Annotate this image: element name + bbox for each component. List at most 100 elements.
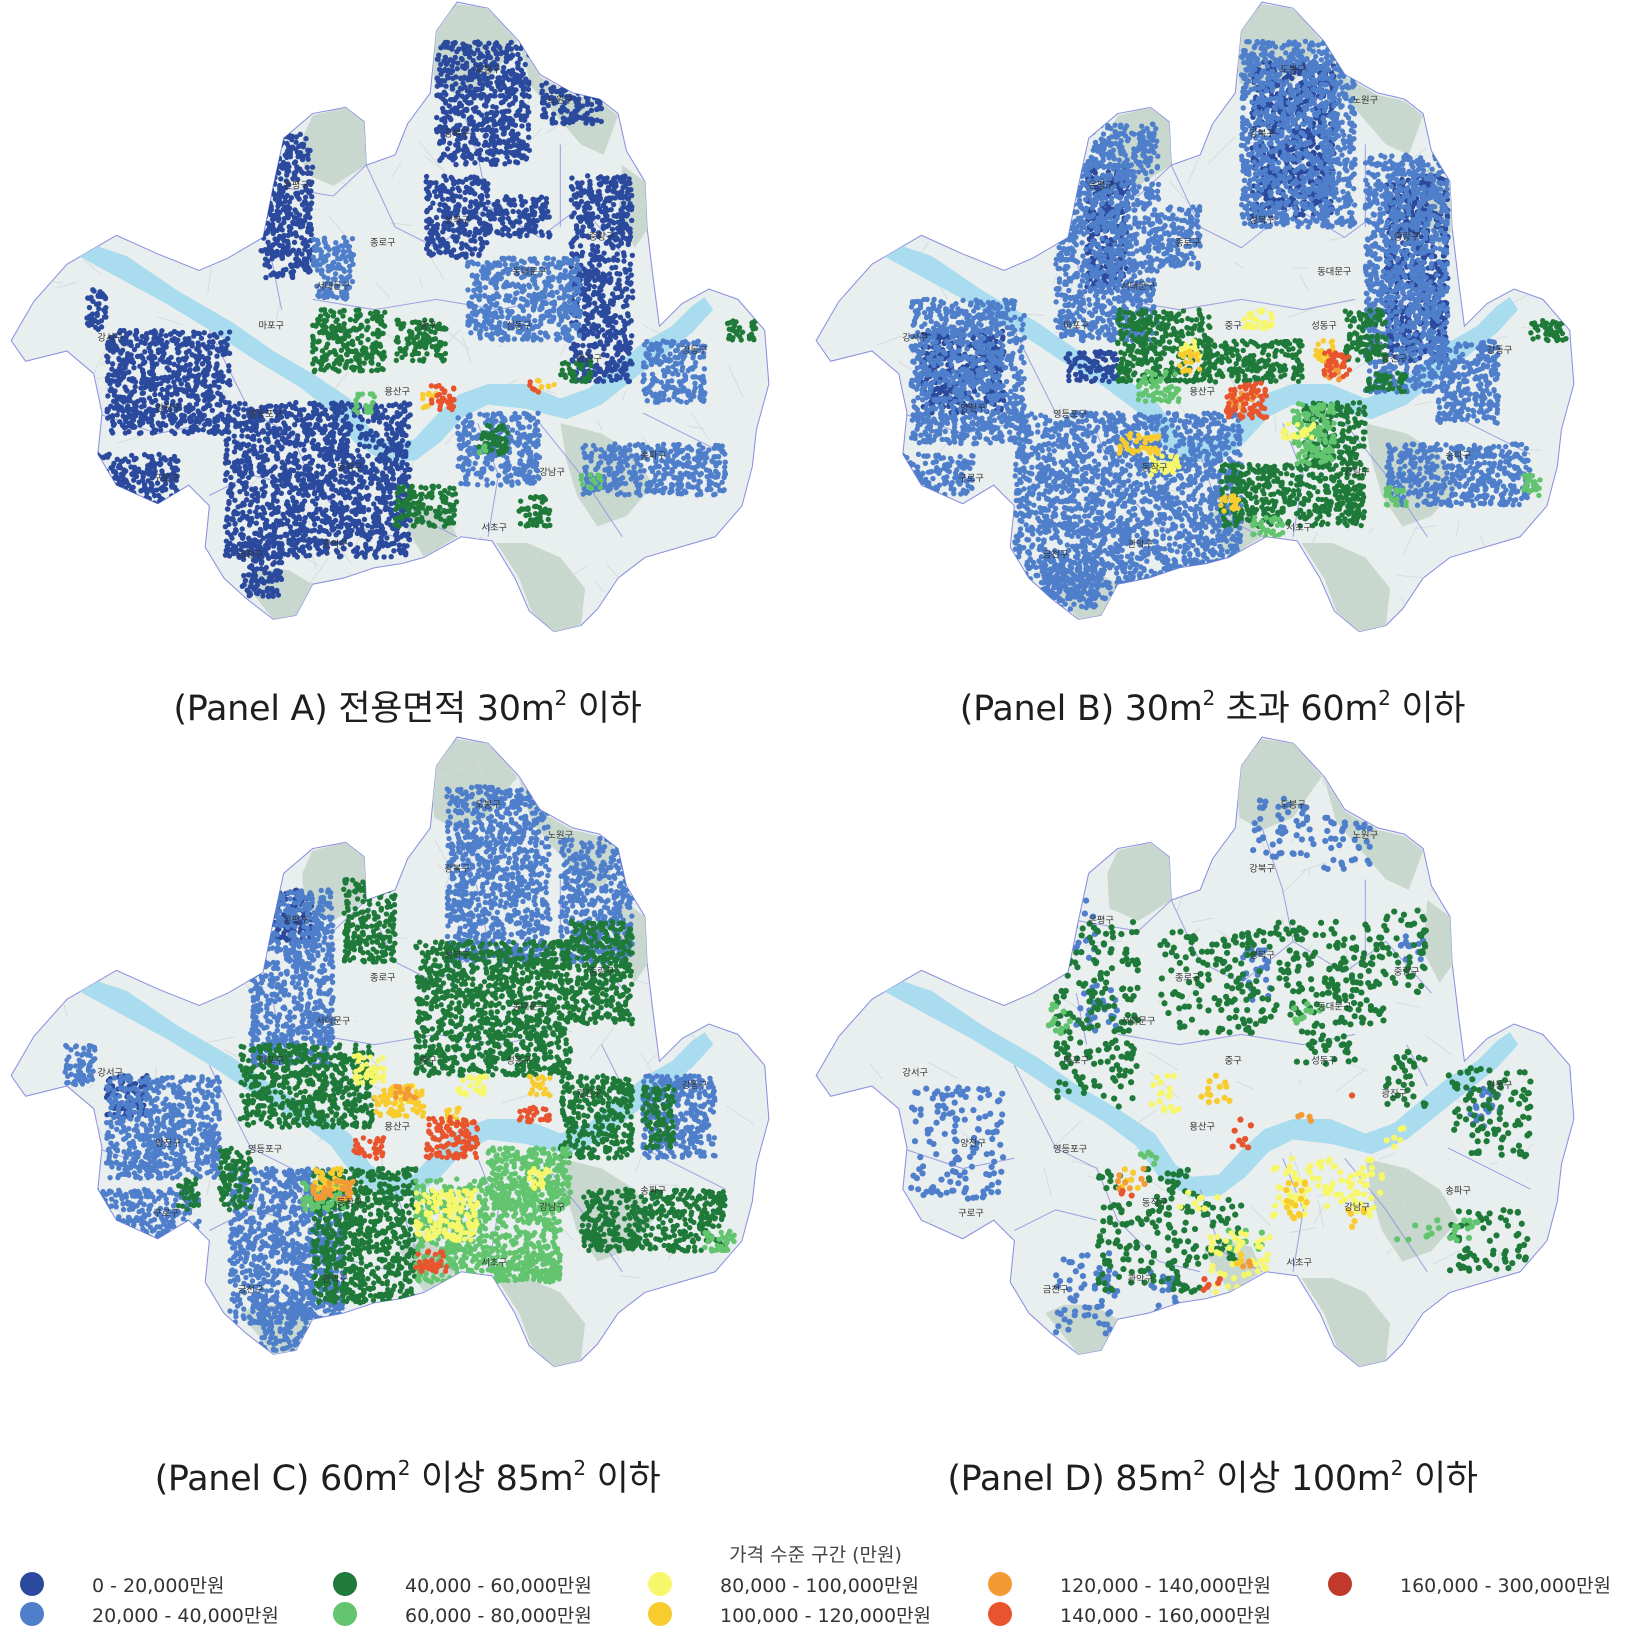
district-label: 성북구 [444,950,470,961]
district-label: 금천구 [1043,1284,1069,1295]
legend-swatch [1328,1572,1352,1596]
transaction-dots [868,795,1534,1337]
legend-label: 40,000 - 60,000만원 [405,1571,592,1598]
legend-swatch [988,1572,1012,1596]
district-label: 서초구 [1286,523,1312,534]
legend-item: 60,000 - 80,000만원 [333,1600,592,1628]
district-label: 노원구 [1353,830,1379,841]
district-label: 서초구 [481,1258,507,1269]
legend-label: 80,000 - 100,000만원 [720,1571,919,1598]
panel-b-map: 도봉구 노원구 강북구 은평구 성북구 종로구 중랑구 동대문구 서대문구 마포구 중구 성동구 광진구… [805,0,1585,640]
legend-item: 20,000 - 40,000만원 [20,1600,279,1628]
district-label: 동대문구 [1317,267,1352,278]
district-label: 광진구 [576,352,602,364]
district-label: 영등포구 [1053,1144,1088,1155]
district-boundary [1013,1065,1098,1170]
district-label: 마포구 [1063,1055,1089,1066]
legend-item: 120,000 - 140,000만원 [988,1570,1271,1598]
district-boundary [312,298,551,311]
district-label: 금천구 [238,1284,264,1295]
district-label: 송파구 [1445,450,1471,461]
legend-title: 가격 수준 구간 (만원) [0,1540,1631,1567]
district-label: 금천구 [238,549,264,560]
district-label: 성동구 [1311,1055,1337,1066]
district-label: 영등포구 [248,409,283,420]
district-label: 중랑구 [1394,965,1420,977]
district-label: 양천구 [155,403,181,414]
district-label: 서대문구 [1121,281,1156,292]
transaction-dots [84,39,759,600]
district-label: 금천구 [1043,549,1069,560]
district-label: 중구 [1225,320,1243,331]
district-label: 강북구 [1249,863,1275,874]
district-label: 중구 [420,320,438,331]
park-area [1365,1158,1459,1262]
district-label: 동작구 [1142,1198,1168,1209]
legend-item: 160,000 - 300,000만원 [1328,1570,1611,1598]
district-label: 마포구 [1063,320,1089,331]
district-boundary [270,257,283,310]
district-label: 강남구 [539,1202,565,1213]
district-label: 노원구 [548,830,574,841]
district-label: 구로구 [958,1208,984,1219]
district-label: 관악구 [1127,538,1153,550]
district-label: 강동구 [682,1080,708,1091]
legend-label: 20,000 - 40,000만원 [92,1601,279,1628]
panel-c-caption: (Panel C) 60m2 이상 85m2 이하 [0,1450,815,1501]
legend: 0 - 20,000만원 20,000 - 40,000만원 40,000 - … [0,1570,1631,1635]
legend-item: 140,000 - 160,000만원 [988,1600,1271,1628]
legend-swatch [648,1602,672,1626]
park-area [496,1277,586,1367]
transaction-dots [887,38,1574,612]
seoul-outline [10,1,770,633]
district-label: 중랑구 [589,230,615,242]
park-area [1301,542,1391,632]
legend-swatch [20,1572,44,1596]
district-label: 관악구 [1127,1273,1153,1285]
district-boundary [208,1065,293,1170]
district-label: 용산구 [384,1121,410,1132]
district-boundary [1447,1147,1531,1190]
legend-label: 60,000 - 80,000만원 [405,1601,592,1628]
district-label: 종로구 [370,238,396,249]
district-boundary [1075,992,1088,1045]
district-label: 영등포구 [248,1144,283,1155]
han-river [71,972,714,1198]
district-label: 강동구 [1487,345,1513,356]
district-label: 영등포구 [1053,409,1088,420]
panel-d-map: 도봉구 노원구 강북구 은평구 성북구 종로구 중랑구 동대문구 서대문구 마포구 중구 성동구 광진구… [805,735,1585,1375]
district-label: 은평구 [1088,915,1114,926]
district-boundary [365,164,437,249]
district-label: 송파구 [640,450,666,461]
district-label: 성동구 [506,320,532,331]
district-label: 강서구 [97,1068,123,1079]
district-label: 동대문구 [1317,1002,1352,1013]
district-label: 구로구 [153,1208,179,1219]
district-boundary [273,164,367,197]
district-label: 광진구 [576,1087,602,1099]
park-area [302,107,367,186]
district-label: 강북구 [1249,128,1275,139]
district-label: 강북구 [444,863,470,874]
han-river [876,237,1519,463]
district-label: 용산구 [384,386,410,397]
district-label: 중랑구 [589,965,615,977]
panel-a-map: 도봉구 노원구 강북구 은평구 성북구 종로구 중랑구 동대문구 서대문구 마포구 중구 성동구 광진구… [0,0,780,640]
district-label: 동대문구 [512,1002,547,1013]
district-label: 양천구 [960,1138,986,1149]
district-label: 강서구 [902,333,928,344]
district-boundary [1344,940,1432,994]
district-label: 성북구 [444,215,470,226]
district-label: 성동구 [1311,320,1337,331]
district-label: 노원구 [1353,95,1379,106]
han-river [876,972,1519,1198]
legend-label: 160,000 - 300,000만원 [1400,1571,1611,1598]
district-label: 도봉구 [1280,799,1306,810]
district-label: 용산구 [1189,386,1215,397]
district-label: 은평구 [1088,180,1114,191]
han-river [71,237,714,463]
district-label: 관악구 [322,1273,348,1285]
seoul-outline [815,736,1575,1368]
